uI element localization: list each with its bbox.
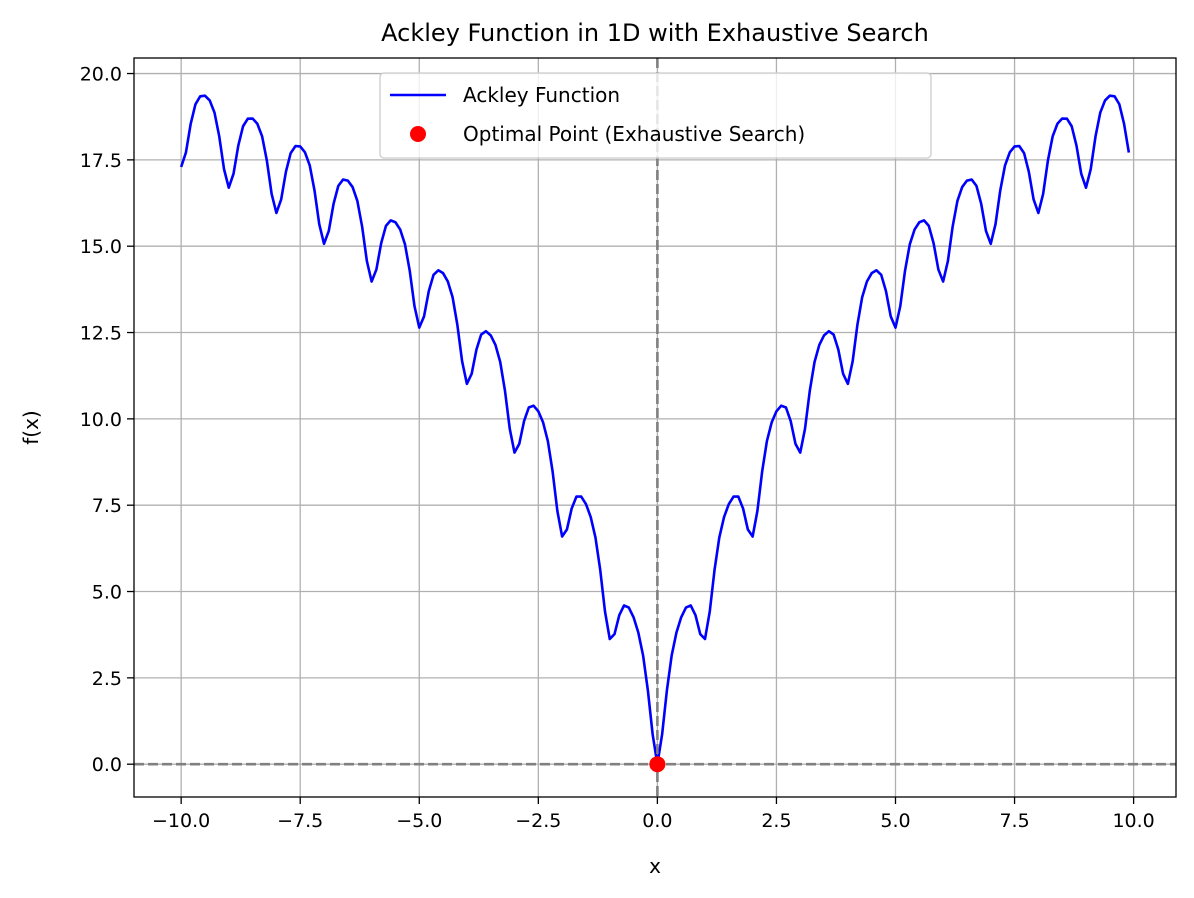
- y-tick-label: 0.0: [92, 754, 122, 776]
- x-tick-label: 2.5: [761, 810, 791, 832]
- x-tick-label: −10.0: [152, 810, 210, 832]
- ackley-function-line: [179, 94, 1131, 766]
- y-tick-label: 10.0: [80, 409, 122, 431]
- plot-area: [179, 94, 1131, 766]
- y-tick-label: 12.5: [80, 323, 122, 345]
- ticks: −10.0 −7.5 −5.0 −2.5 0.0 2.5 5.0 7.5 10.0 0.0 2.5 5…: [80, 64, 1155, 832]
- x-tick-label: −7.5: [277, 810, 323, 832]
- x-tick-label: 7.5: [999, 810, 1029, 832]
- optimal-point-marker: [649, 756, 666, 773]
- chart-title: Ackley Function in 1D with Exhaustive Se…: [381, 19, 929, 47]
- legend: Ackley Function Optimal Point (Exhaustive…: [379, 72, 932, 159]
- y-tick-label: 20.0: [80, 64, 122, 86]
- x-tick-label: 10.0: [1112, 810, 1154, 832]
- y-tick-label: 2.5: [92, 668, 122, 690]
- y-tick-label: 5.0: [92, 582, 122, 604]
- x-tick-label: −5.0: [396, 810, 442, 832]
- y-axis-label: f(x): [19, 410, 43, 444]
- legend-entry-label: Optimal Point (Exhaustive Search): [463, 122, 805, 146]
- scatter-points: [649, 756, 666, 773]
- legend-entry-label: Ackley Function: [463, 83, 620, 107]
- y-tick-label: 15.0: [80, 236, 122, 258]
- x-tick-label: −2.5: [515, 810, 561, 832]
- y-tick-label: 17.5: [80, 150, 122, 172]
- x-tick-label: 0.0: [642, 810, 672, 832]
- legend-marker-swatch: [410, 126, 426, 142]
- x-tick-label: 5.0: [880, 810, 910, 832]
- x-axis-label: x: [649, 854, 661, 878]
- y-tick-label: 7.5: [92, 495, 122, 517]
- legend-box: [379, 72, 932, 159]
- axes-frame: [133, 57, 1177, 798]
